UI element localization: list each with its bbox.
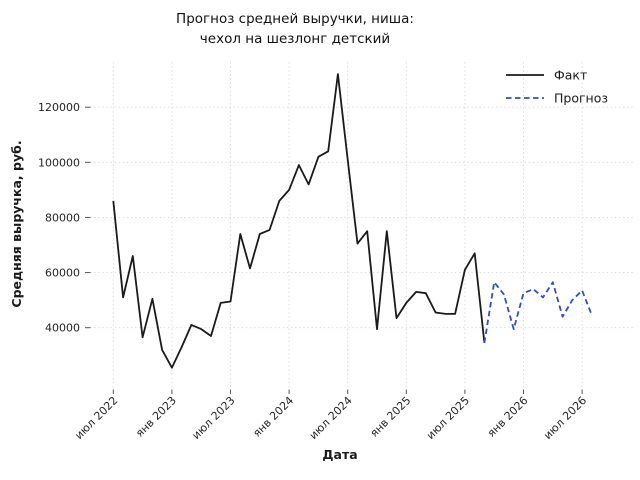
x-axis-label: Дата xyxy=(322,447,357,462)
y-tick-label: 100000 xyxy=(38,156,80,169)
x-tick-label: янв 2025 xyxy=(368,394,414,440)
gridlines xyxy=(90,62,634,389)
forecast-series-line xyxy=(483,281,593,344)
x-tick-label: янв 2024 xyxy=(250,394,296,440)
y-tick-label: 40000 xyxy=(45,322,80,335)
data-series xyxy=(112,73,593,369)
y-tick-label: 60000 xyxy=(45,267,80,280)
x-tick-label: июл 2025 xyxy=(424,394,472,442)
x-tick-label: янв 2026 xyxy=(485,394,531,440)
x-tick-label: июл 2026 xyxy=(541,394,589,442)
x-tick-label: янв 2023 xyxy=(133,394,179,440)
x-tick-label: июл 2022 xyxy=(72,394,120,442)
legend-label-fact: Факт xyxy=(554,68,587,83)
x-tick-label: июл 2023 xyxy=(190,394,238,442)
chart-title-line2: чехол на шезлонг детский xyxy=(200,31,390,47)
y-axis-label: Средняя выручка, руб. xyxy=(9,140,24,307)
axis-ticks xyxy=(85,106,583,394)
y-tick-label: 120000 xyxy=(38,101,80,114)
y-tick-label: 80000 xyxy=(45,211,80,224)
legend-label-forecast: Прогноз xyxy=(554,91,608,106)
chart-title-line1: Прогноз средней выручки, ниша: xyxy=(176,11,414,27)
legend: Факт Прогноз xyxy=(506,68,608,106)
fact-series-line xyxy=(112,73,486,369)
x-tick-label: июл 2024 xyxy=(307,394,355,442)
